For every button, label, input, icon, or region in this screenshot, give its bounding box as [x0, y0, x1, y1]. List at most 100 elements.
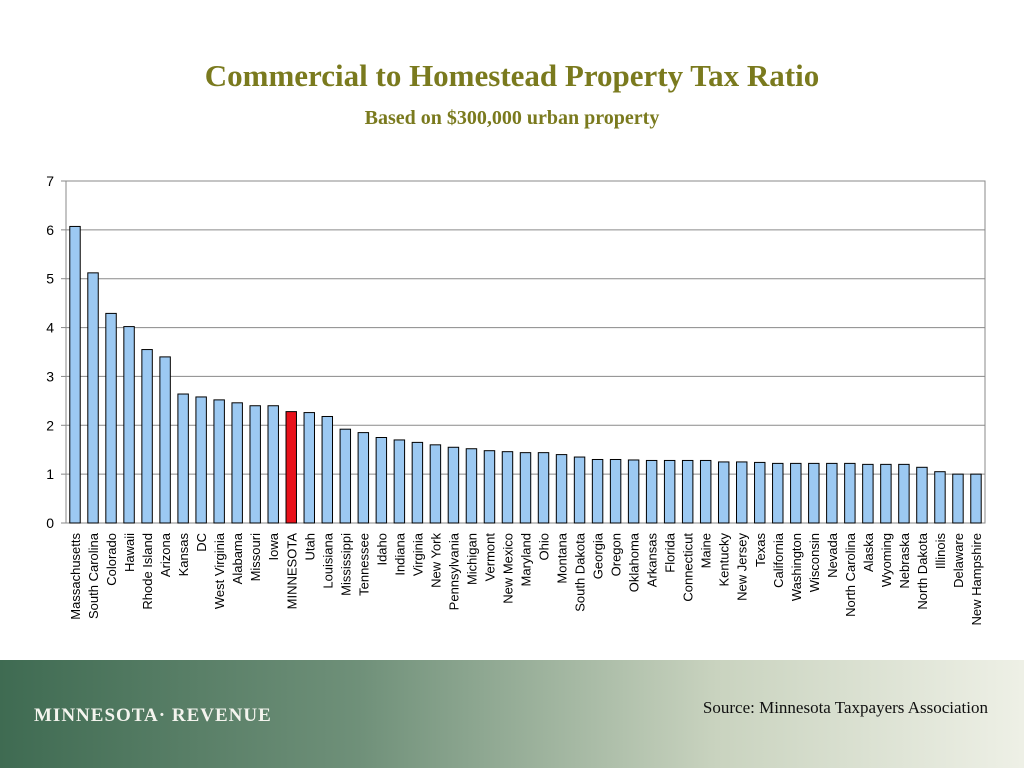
bar-maine [699, 459, 712, 524]
x-tick-label: New Jersey [735, 533, 750, 601]
x-tick-label: Florida [663, 532, 678, 573]
x-tick-label: Utah [302, 533, 317, 560]
x-tick-label: Indiana [392, 532, 407, 575]
bar-wyoming [880, 463, 892, 524]
bar-louisiana [321, 415, 334, 524]
x-tick-label: Iowa [266, 532, 281, 560]
bar-north-dakota [916, 466, 928, 524]
x-tick-label: South Carolina [86, 532, 101, 619]
bar-utah [303, 412, 315, 524]
x-tick-label: West Virginia [212, 532, 227, 609]
x-tick-label: Missouri [248, 533, 263, 582]
bar-arkansas [645, 459, 658, 524]
x-tick-label: Montana [555, 532, 570, 583]
x-tick-label: Colorado [104, 533, 119, 586]
bar-pennsylvania [447, 446, 460, 524]
bar-new-hampshire [970, 473, 982, 524]
x-tick-label: Delaware [951, 533, 966, 588]
x-tick-label: Rhode Island [140, 533, 155, 610]
bar-vermont [483, 450, 496, 524]
x-tick-label: California [771, 532, 786, 588]
x-tick-label: Alabama [230, 532, 245, 584]
x-tick-label: Nevada [825, 532, 840, 578]
bar-nevada [826, 462, 838, 524]
bar-west-virginia [213, 399, 225, 524]
bar-delaware [952, 473, 964, 524]
y-tick-label: 6 [46, 222, 54, 238]
minnesota-revenue-logo: MINNESOTA· REVENUE [34, 705, 272, 726]
bar-chart: 0 1 2 3 4 5 6 7 Massachusetts South Carolina Colo… [46, 173, 986, 625]
bar-minnesota [285, 411, 297, 524]
bar-florida [663, 459, 676, 524]
bar-massachusetts [69, 225, 81, 524]
x-tick-label: MINNESOTA [284, 533, 299, 610]
x-tick-label: Oregon [609, 533, 624, 576]
x-tick-label: Tennessee [356, 533, 371, 596]
bar-virginia [411, 441, 424, 524]
bar-california [772, 462, 784, 524]
x-tick-label: Mississippi [338, 533, 353, 596]
bar-oregon [609, 458, 622, 524]
x-tick-label: Georgia [591, 532, 606, 579]
bar-montana [555, 454, 568, 524]
x-tick-label: Massachusetts [68, 533, 83, 620]
x-tick-label: Pennsylvania [446, 532, 461, 610]
bar-iowa [267, 405, 279, 524]
bar-idaho [375, 437, 388, 524]
bar-south-carolina [87, 272, 99, 524]
y-axis-ticks: 0 1 2 3 4 5 6 7 [46, 173, 66, 531]
x-tick-label: Connecticut [681, 533, 696, 602]
x-tick-label: Idaho [374, 533, 389, 566]
x-tick-label: New Mexico [500, 533, 515, 604]
x-axis-labels: Massachusetts South Carolina Colorado Hawai… [68, 532, 984, 625]
x-tick-label: Oklahoma [627, 532, 642, 592]
bar-rhode-island [141, 349, 153, 524]
bar-colorado [105, 312, 117, 524]
x-tick-label: Nebraska [897, 532, 912, 588]
y-tick-label: 3 [46, 368, 54, 384]
y-tick-label: 4 [46, 320, 54, 336]
bar-arizona [159, 356, 171, 524]
bar-new-york [429, 444, 442, 524]
footer-banner: MINNESOTA· REVENUE Source: Minnesota Tax… [0, 660, 1024, 768]
x-tick-label: Texas [753, 533, 768, 567]
x-tick-label: Vermont [482, 533, 497, 582]
y-tick-label: 7 [46, 173, 54, 189]
x-tick-label: Louisiana [320, 532, 335, 588]
y-tick-label: 0 [46, 515, 54, 531]
bar-texas [754, 461, 766, 524]
bar-dc [195, 396, 207, 524]
x-tick-label: DC [194, 533, 209, 552]
y-tick-label: 1 [46, 466, 54, 482]
x-tick-label: South Dakota [573, 532, 588, 612]
x-tick-label: Alaska [861, 532, 876, 572]
y-tick-label: 5 [46, 271, 54, 287]
source-note: Source: Minnesota Taxpayers Association [702, 698, 988, 717]
bars [69, 225, 982, 524]
bar-new-mexico [501, 451, 514, 524]
x-tick-label: Ohio [537, 533, 552, 560]
x-tick-label: Kansas [176, 533, 191, 577]
x-tick-label: Virginia [410, 532, 425, 576]
x-tick-label: North Dakota [915, 532, 930, 609]
x-tick-label: Wyoming [879, 533, 894, 587]
bar-north-carolina [844, 462, 856, 524]
bar-illinois [934, 471, 946, 524]
bar-nebraska [898, 463, 910, 524]
x-tick-label: Maryland [519, 533, 534, 586]
bar-connecticut [681, 459, 694, 524]
bar-alabama [231, 402, 243, 524]
x-tick-label: Hawaii [122, 533, 137, 572]
bar-kansas [177, 393, 189, 524]
bar-new-jersey [736, 461, 748, 524]
x-tick-label: New York [428, 533, 443, 588]
x-tick-label: Wisconsin [807, 533, 822, 592]
bar-ohio [537, 452, 550, 524]
bar-south-dakota [573, 456, 586, 524]
x-tick-label: Washington [789, 533, 804, 601]
bar-tennessee [357, 432, 370, 524]
x-tick-label: Kentucky [717, 533, 732, 587]
x-tick-label: Michigan [464, 533, 479, 585]
y-tick-label: 2 [46, 417, 54, 433]
x-tick-label: Illinois [933, 533, 948, 570]
